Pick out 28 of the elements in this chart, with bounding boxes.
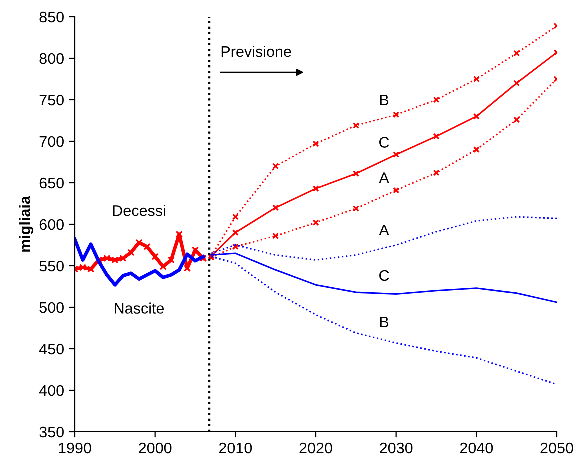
series-label: Nascite xyxy=(115,302,164,314)
y-tick-label: 400 xyxy=(39,385,64,396)
y-tick-label: 350 xyxy=(40,426,64,438)
x-tick-label: 2050 xyxy=(540,442,574,454)
y-tick-label: 750 xyxy=(40,94,64,106)
series-label: A xyxy=(379,172,390,184)
y-tick-label: 650 xyxy=(40,178,64,189)
x-tick-label: 2040 xyxy=(460,442,494,454)
series-label: C xyxy=(380,137,390,148)
x-tick-label: 2010 xyxy=(219,442,252,454)
y-tick-label: 700 xyxy=(40,136,64,148)
x-tick-label: 1990 xyxy=(59,442,92,454)
y-tick-label: 850 xyxy=(40,12,64,23)
y-tick-label: 800 xyxy=(40,53,64,64)
y-tick-label: 600 xyxy=(40,219,64,230)
series-label: Decessi xyxy=(113,205,166,216)
x-tick-label: 2000 xyxy=(139,442,172,454)
y-tick-label: 450 xyxy=(39,344,64,355)
y-tick-label: 550 xyxy=(40,260,64,272)
series-label: B xyxy=(380,316,389,328)
series-label: A xyxy=(379,225,390,236)
x-tick-label: 2030 xyxy=(380,442,413,454)
y-tick-label: 500 xyxy=(40,302,64,314)
series-label: C xyxy=(380,270,390,282)
annotation: Previsione xyxy=(222,46,292,58)
series-label: B xyxy=(380,94,389,106)
x-tick-label: 2020 xyxy=(300,442,332,454)
y-axis-title: migliaia xyxy=(19,196,34,252)
